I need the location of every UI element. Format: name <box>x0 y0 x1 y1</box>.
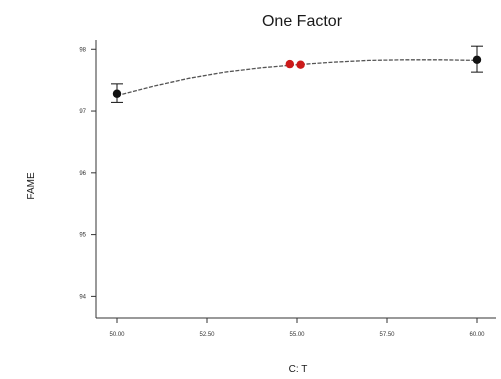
y-axis-ticks: 94 95 96 97 98 <box>79 47 96 300</box>
x-axis-ticks: 50.00 52.50 55.00 57.50 60.00 <box>109 318 485 338</box>
y-tick-label: 97 <box>79 109 86 115</box>
x-tick-label: 55.00 <box>289 332 305 338</box>
design-points-layer <box>111 45 483 103</box>
design-point <box>296 60 305 69</box>
x-tick-label: 52.50 <box>199 332 215 338</box>
x-tick-label: 60.00 <box>469 332 485 338</box>
x-axis-label: C: T <box>289 364 308 375</box>
y-axis-label: FAME <box>26 172 37 200</box>
design-point <box>112 89 122 98</box>
axes <box>95 40 496 319</box>
y-tick-label: 94 <box>79 294 86 300</box>
design-point <box>285 59 294 69</box>
y-tick-label: 98 <box>79 47 86 53</box>
y-tick-label: 95 <box>79 233 86 239</box>
chart-title: One Factor <box>262 13 343 30</box>
x-tick-label: 57.50 <box>379 332 395 338</box>
design-point <box>472 55 482 64</box>
y-tick-label: 96 <box>79 171 86 177</box>
x-tick-label: 50.00 <box>109 332 125 338</box>
